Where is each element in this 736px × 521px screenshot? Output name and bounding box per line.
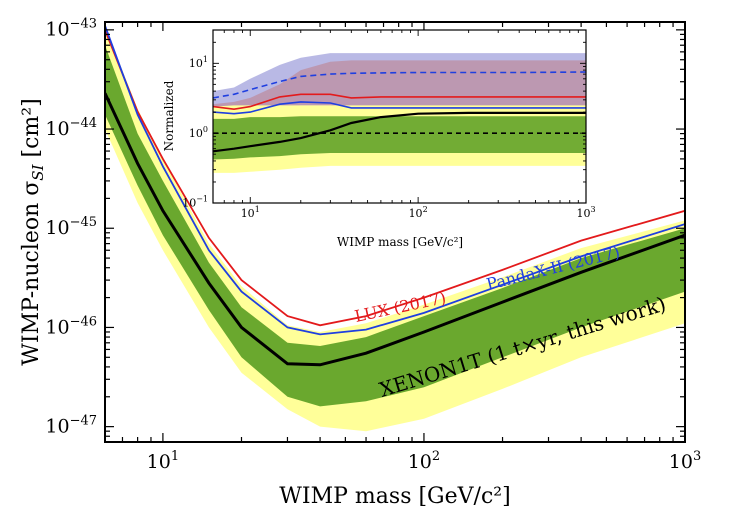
inset-x-tick-base: 10	[576, 207, 590, 220]
main-y-axis-label: WIMP-nucleon σSI [cm²]	[19, 98, 47, 365]
main-y-tick-label: 10−45	[45, 215, 97, 239]
main-x-tick-exp: 3	[693, 449, 701, 464]
inset-lux-line	[213, 93, 586, 111]
inset-y-tick-base: 10	[189, 57, 203, 70]
main-y-tick-base: 10	[45, 316, 69, 338]
inset-x-tick-label: 101	[241, 205, 260, 220]
inset-curves	[213, 71, 586, 153]
inset-lux-band	[213, 60, 586, 114]
main-y-tick-label: 10−47	[45, 413, 97, 437]
inset-x-tick-exp: 2	[423, 205, 428, 214]
lux-limit-line	[105, 29, 685, 327]
inset-x-tick-label: 102	[409, 205, 428, 220]
inset-x-tick-base: 10	[409, 207, 423, 220]
pandax-limit-line	[105, 25, 685, 336]
main-y-tick-base: 10	[45, 19, 69, 41]
inset-y-tick-exp: 1	[203, 55, 208, 64]
main-plot-frame	[104, 21, 686, 443]
inset-y-tick-base: 10	[189, 127, 203, 140]
inset-y-axis-label: Normalized	[162, 80, 176, 151]
main-sensitivity-bands	[105, 25, 685, 432]
inset-y-tick-exp: −1	[196, 195, 208, 204]
main-y-tick-exp: −43	[70, 17, 97, 32]
inset-pandax-band	[213, 53, 586, 110]
inset-y-tick-label: 10−1	[182, 195, 208, 210]
main-y-tick-label: 10−43	[45, 17, 97, 41]
xenon-1sigma-band	[105, 45, 685, 407]
main-limit-curves	[105, 25, 685, 367]
main-y-tick-base: 10	[45, 415, 69, 437]
main-y-axis-label-sub: SI	[29, 163, 47, 180]
inset-y-tick-base: 10	[182, 197, 196, 210]
inset-1sigma-band	[213, 116, 586, 160]
inset-xenon-line	[213, 111, 586, 153]
main-y-tick-label: 10−46	[45, 314, 97, 338]
main-x-tick-exp: 1	[171, 449, 179, 464]
main-y-tick-exp: −47	[70, 413, 97, 428]
main-y-axis-label-unit: [cm²]	[19, 98, 44, 164]
main-y-tick-base: 10	[45, 118, 69, 140]
main-x-axis-label: WIMP mass [GeV/c²]	[279, 484, 510, 509]
main-y-tick-exp: −46	[70, 314, 97, 329]
inset-x-axis-label: WIMP mass [GeV/c²]	[337, 235, 463, 249]
main-x-tick-base: 10	[669, 451, 693, 473]
main-x-tick-base: 10	[408, 451, 432, 473]
inset-x-tick-exp: 1	[255, 205, 260, 214]
main-x-tick-label: 103	[669, 449, 701, 473]
inset-plot-frame	[212, 29, 587, 204]
main-x-tick-label: 102	[408, 449, 440, 473]
main-x-tick-label: 101	[147, 449, 179, 473]
main-y-tick-label: 10−44	[45, 116, 97, 140]
inset-y-tick-label: 101	[189, 55, 208, 70]
main-x-tick-exp: 2	[432, 449, 440, 464]
inset-pandax-projection-line	[213, 71, 586, 99]
inset-y-tick-label: 100	[189, 125, 208, 140]
main-x-tick-base: 10	[147, 451, 171, 473]
inset-x-tick-exp: 3	[590, 205, 595, 214]
main-y-tick-exp: −45	[70, 215, 97, 230]
xenon-limit-line	[105, 92, 685, 367]
inset-pandax-line	[213, 101, 586, 115]
inset-x-tick-label: 103	[576, 205, 595, 220]
main-y-tick-base: 10	[45, 217, 69, 239]
inset-y-tick-exp: 0	[203, 125, 208, 134]
inset-bands	[213, 53, 586, 173]
main-y-tick-exp: −44	[70, 116, 97, 131]
main-y-axis-label-name: WIMP-nucleon σ	[19, 181, 44, 366]
inset-x-tick-base: 10	[241, 207, 255, 220]
